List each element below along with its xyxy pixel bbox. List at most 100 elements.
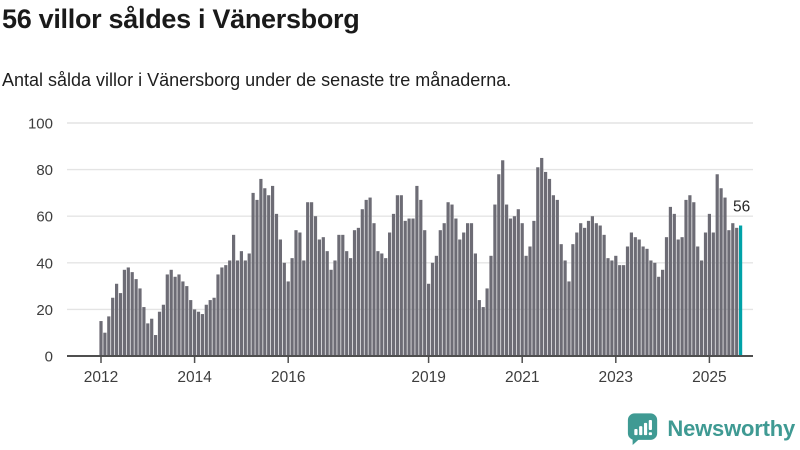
bar	[711, 232, 715, 356]
bar	[267, 195, 271, 356]
bar	[278, 239, 282, 356]
bar	[146, 323, 150, 356]
bar	[255, 199, 259, 356]
bar	[664, 237, 669, 356]
bar	[306, 202, 310, 356]
bar	[345, 251, 349, 356]
bar	[672, 213, 676, 356]
chart-subtitle: Antal sålda villor i Vänersborg under de…	[2, 70, 512, 90]
bar	[419, 199, 423, 356]
bar	[567, 281, 571, 356]
bar	[641, 246, 645, 356]
bar	[536, 167, 540, 356]
bar	[692, 202, 696, 356]
bar	[403, 220, 407, 356]
bar	[571, 244, 575, 356]
bar	[575, 232, 579, 356]
bar	[115, 283, 119, 356]
bar	[684, 199, 688, 356]
bar	[286, 281, 290, 356]
brand-footer: Newsworthy	[626, 412, 795, 446]
bar	[454, 218, 458, 356]
bar	[177, 274, 181, 356]
x-axis-tick-label: 2014	[177, 369, 212, 386]
bar	[516, 209, 520, 356]
bar	[302, 260, 306, 356]
bar	[142, 307, 146, 356]
bar	[204, 304, 208, 356]
bar	[555, 199, 559, 356]
bar	[290, 258, 294, 356]
bar	[329, 269, 333, 356]
bar	[259, 178, 263, 356]
bar	[235, 260, 240, 356]
bar	[407, 218, 411, 356]
bar	[232, 234, 236, 356]
bar	[715, 174, 719, 356]
bar	[466, 223, 470, 356]
bar	[610, 260, 614, 356]
bar	[731, 223, 735, 356]
bar	[544, 171, 548, 356]
bar	[411, 218, 415, 356]
bar	[372, 223, 376, 356]
bar	[111, 297, 115, 356]
bar	[563, 260, 567, 356]
bar	[118, 293, 123, 356]
bar	[138, 288, 142, 356]
bar	[134, 279, 138, 356]
bar	[107, 316, 111, 356]
bar	[364, 199, 368, 356]
bar	[501, 160, 505, 356]
bar	[333, 260, 337, 356]
bar	[384, 258, 388, 356]
bar	[485, 288, 489, 356]
bar	[185, 286, 189, 356]
bar	[477, 300, 481, 356]
bar	[228, 260, 232, 356]
bar	[161, 304, 165, 356]
bar	[508, 218, 513, 356]
bar	[325, 251, 329, 356]
bar	[458, 239, 462, 356]
y-axis-tick-label: 40	[36, 255, 53, 272]
y-axis-tick-label: 80	[36, 162, 53, 179]
bar	[388, 232, 392, 356]
bar	[598, 225, 602, 356]
bar	[430, 262, 435, 356]
bar	[473, 253, 477, 356]
bar	[700, 260, 704, 356]
x-axis-tick-label: 2025	[692, 369, 726, 386]
bar	[512, 216, 516, 356]
bar	[212, 297, 216, 356]
chart-title: 56 villor såldes i Vänersborg	[2, 4, 360, 34]
y-axis-tick-label: 20	[36, 302, 53, 319]
x-axis-tick-label: 2019	[411, 369, 445, 386]
bar	[489, 255, 493, 356]
bar	[126, 267, 130, 356]
y-axis-tick-label: 100	[28, 116, 53, 133]
bar	[703, 232, 708, 356]
x-axis-tick-label: 2016	[271, 369, 305, 386]
bar	[196, 311, 201, 356]
bar	[243, 260, 247, 356]
bar	[224, 265, 228, 356]
bar	[423, 230, 427, 356]
bar	[368, 197, 372, 356]
bar	[337, 234, 341, 356]
bar	[528, 246, 532, 356]
bar	[298, 232, 302, 356]
bar	[220, 267, 224, 356]
bar	[602, 234, 606, 356]
bar	[294, 230, 298, 356]
bar	[661, 269, 665, 356]
bar	[450, 204, 454, 356]
bar	[157, 311, 162, 356]
bar	[103, 332, 107, 356]
bar	[271, 185, 275, 356]
bar	[622, 265, 626, 356]
bar	[696, 246, 700, 356]
bar	[505, 204, 509, 356]
bar	[583, 227, 587, 356]
